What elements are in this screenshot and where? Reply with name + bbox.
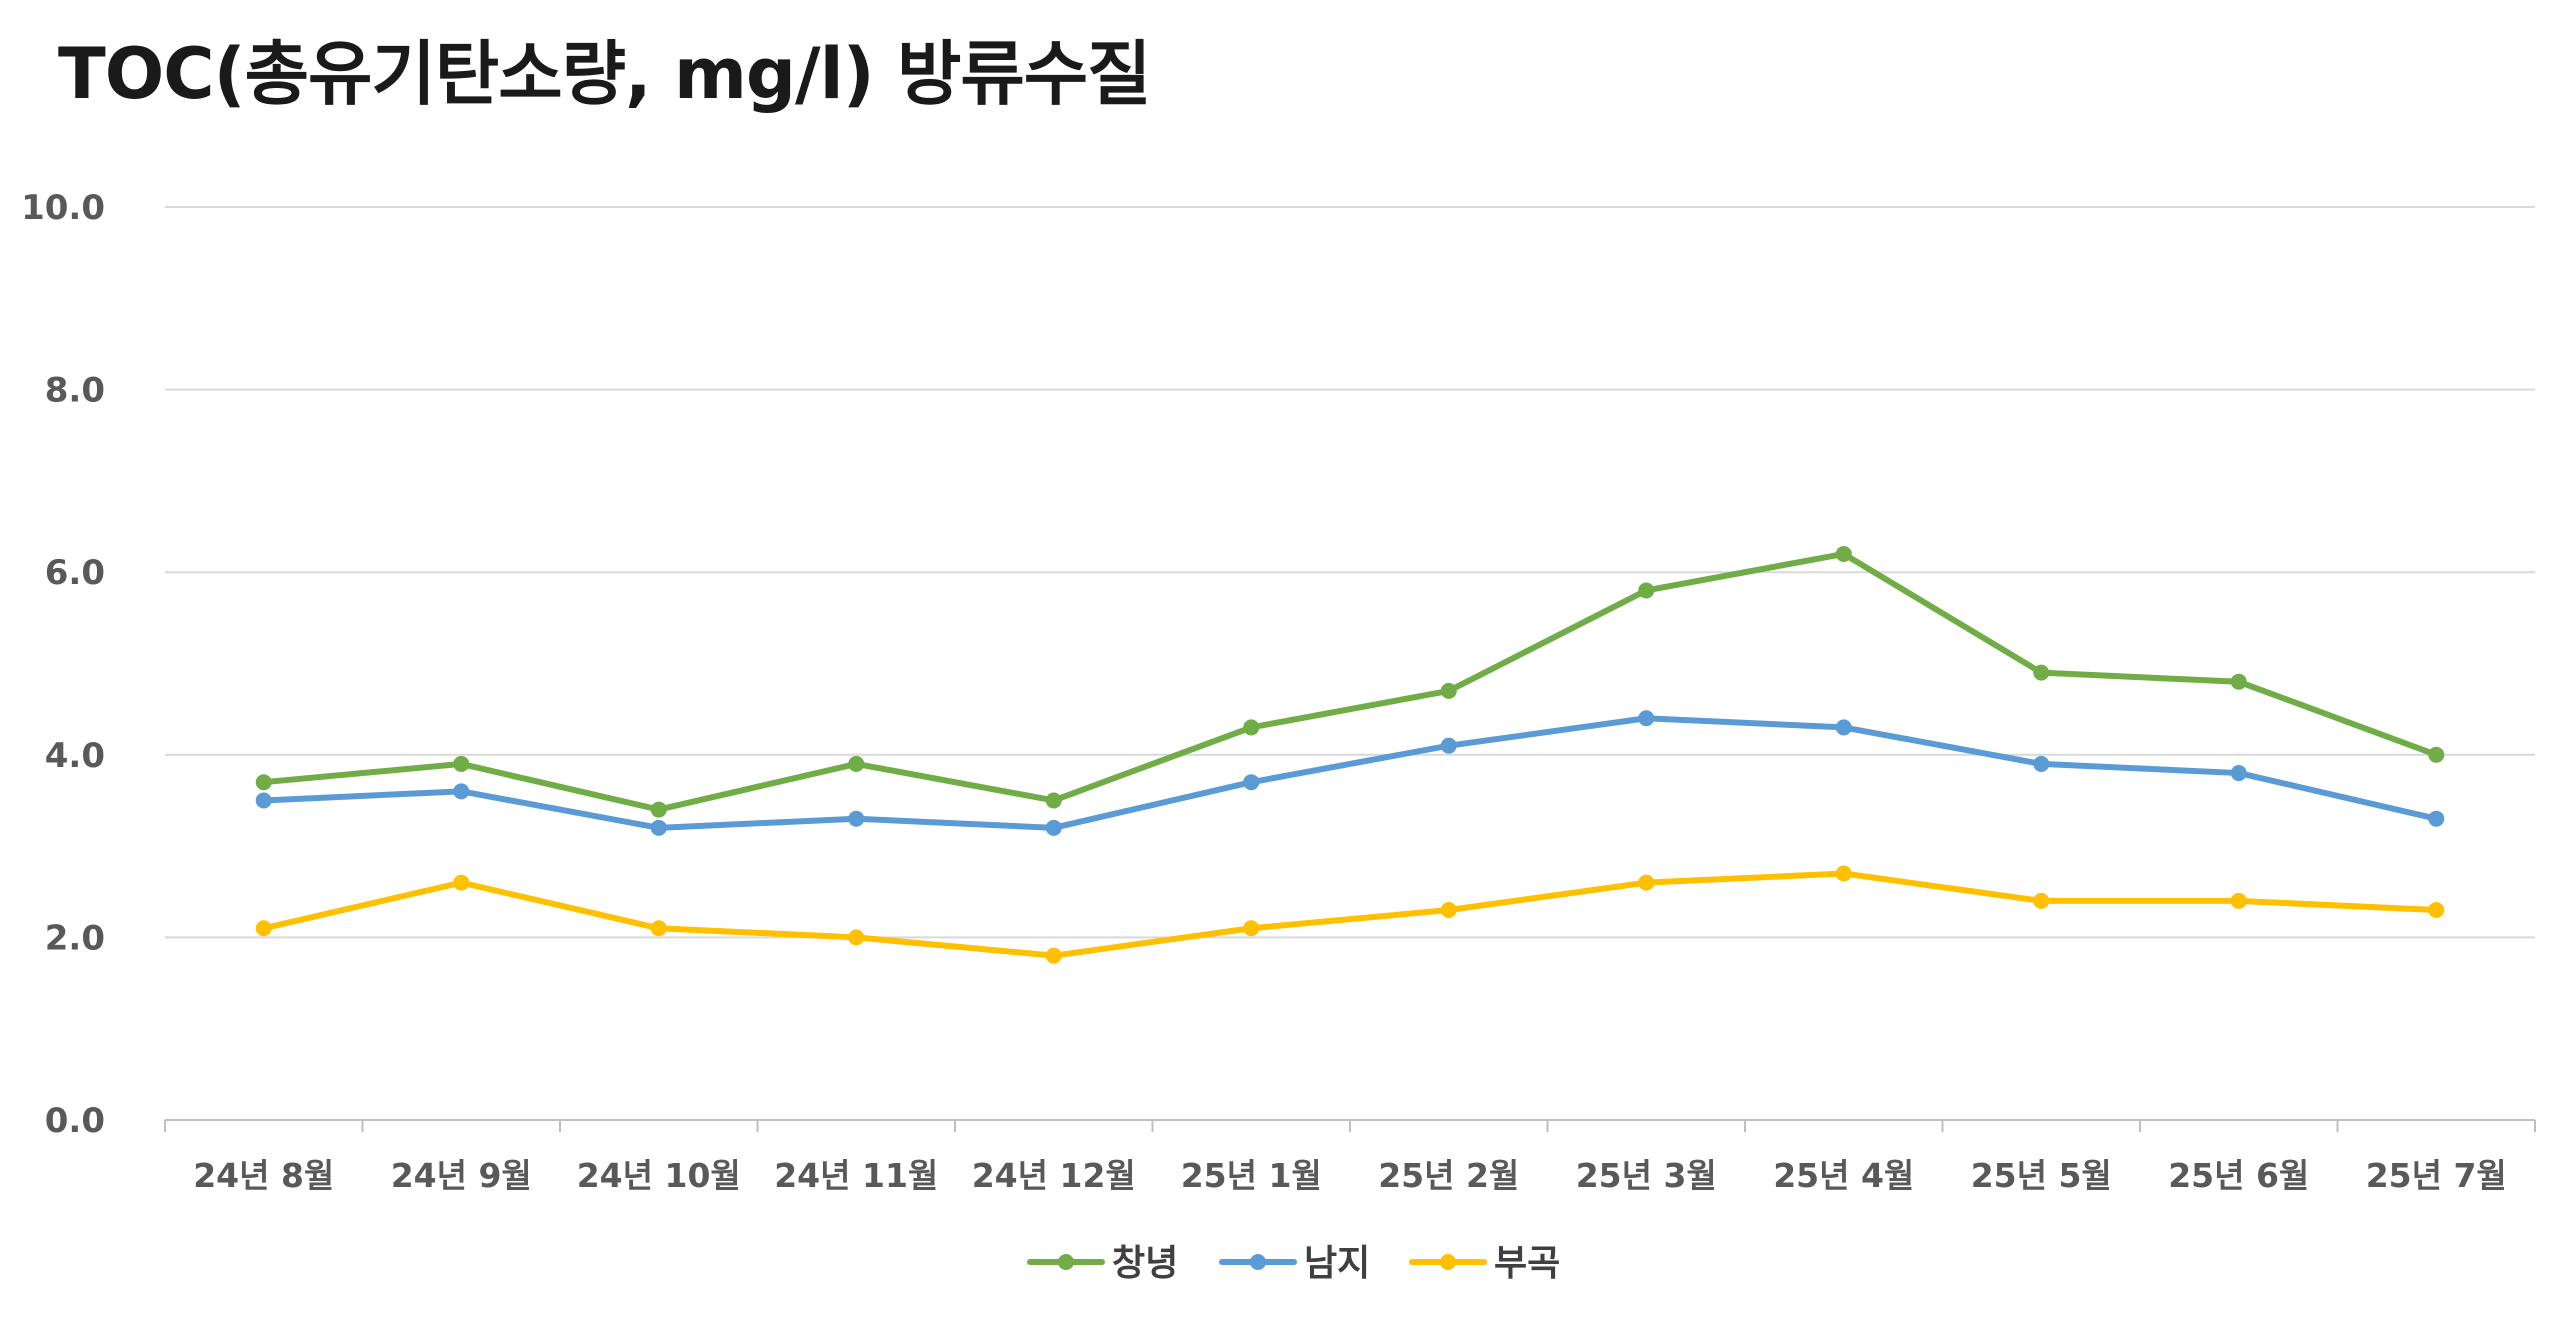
data-point: [1835, 545, 1852, 562]
data-point: [453, 755, 470, 772]
x-tick-label: 25년 6월: [2168, 1156, 2309, 1195]
x-tick-label: 24년 8월: [193, 1156, 334, 1195]
y-tick-label: 6.0: [45, 553, 105, 593]
series-lines: [255, 545, 2445, 964]
data-point: [1440, 737, 1457, 754]
data-point: [650, 801, 667, 818]
x-tick-label: 25년 3월: [1576, 1156, 1717, 1195]
x-axis-tick-labels: 24년 8월 24년 9월 24년 10월 24년 11월 24년 12월 25년 1월 2…: [193, 1156, 2507, 1195]
x-tick-label: 24년 10월: [577, 1156, 741, 1195]
legend: 창녕 남지 부곡: [1027, 1243, 1560, 1284]
data-point: [453, 783, 470, 800]
data-point: [2230, 892, 2247, 909]
data-point: [2428, 810, 2445, 827]
data-point: [2230, 765, 2247, 782]
data-point: [1045, 947, 1062, 964]
x-axis: [164, 1119, 2536, 1132]
legend-item: 부곡: [1409, 1243, 1560, 1284]
series-창녕: [255, 545, 2445, 818]
legend-item: 창녕: [1027, 1243, 1178, 1284]
y-tick-label: 0.0: [45, 1101, 105, 1141]
x-tick-label: 25년 2월: [1378, 1156, 1519, 1195]
data-point: [1638, 582, 1655, 599]
chart-title: TOC(총유기탄소량, mg/l) 방류수질: [58, 33, 1152, 115]
data-point: [1045, 819, 1062, 836]
data-point: [2428, 902, 2445, 919]
data-point: [1638, 874, 1655, 891]
series-부곡: [255, 865, 2445, 964]
data-point: [848, 929, 865, 946]
data-point: [255, 774, 272, 791]
legend-item: 남지: [1219, 1243, 1370, 1284]
data-point: [1045, 792, 1062, 809]
series-남지: [255, 710, 2445, 836]
y-tick-label: 4.0: [45, 736, 105, 776]
y-tick-label: 2.0: [45, 918, 105, 958]
data-point: [2428, 746, 2445, 763]
data-point: [255, 920, 272, 937]
data-point: [2033, 664, 2050, 681]
data-point: [453, 874, 470, 891]
data-point: [1440, 682, 1457, 699]
x-tick-label: 24년 11월: [774, 1156, 938, 1195]
legend-swatch-marker: [1440, 1254, 1456, 1270]
data-point: [1243, 774, 1260, 791]
data-point: [650, 819, 667, 836]
x-tick-label: 24년 12월: [972, 1156, 1136, 1195]
data-point: [2230, 673, 2247, 690]
y-tick-label: 8.0: [45, 371, 105, 411]
data-point: [1243, 920, 1260, 937]
x-tick-label: 24년 9월: [391, 1156, 532, 1195]
gridlines: [165, 206, 2535, 939]
legend-swatch-marker: [1250, 1254, 1266, 1270]
series-line: [260, 870, 2440, 959]
data-point: [255, 792, 272, 809]
legend-swatch-marker: [1058, 1254, 1074, 1270]
data-point: [2033, 892, 2050, 909]
data-point: [1243, 719, 1260, 736]
data-point: [1835, 719, 1852, 736]
data-point: [2033, 755, 2050, 772]
data-point: [1638, 710, 1655, 727]
data-point: [1835, 865, 1852, 882]
legend-label: 창녕: [1112, 1243, 1178, 1284]
data-point: [1440, 902, 1457, 919]
x-tick-label: 25년 5월: [1971, 1156, 2112, 1195]
y-axis-tick-labels: 0.0 2.0 4.0 6.0 8.0 10.0: [21, 188, 105, 1141]
y-tick-label: 10.0: [21, 188, 105, 228]
legend-label: 남지: [1304, 1243, 1370, 1284]
data-point: [650, 920, 667, 937]
x-tick-label: 25년 7월: [2366, 1156, 2507, 1195]
x-tick-label: 25년 1월: [1181, 1156, 1322, 1195]
x-tick-label: 25년 4월: [1773, 1156, 1914, 1195]
data-point: [848, 755, 865, 772]
series-line: [260, 550, 2440, 813]
series-line: [260, 715, 2440, 831]
data-point: [848, 810, 865, 827]
legend-label: 부곡: [1494, 1243, 1560, 1284]
